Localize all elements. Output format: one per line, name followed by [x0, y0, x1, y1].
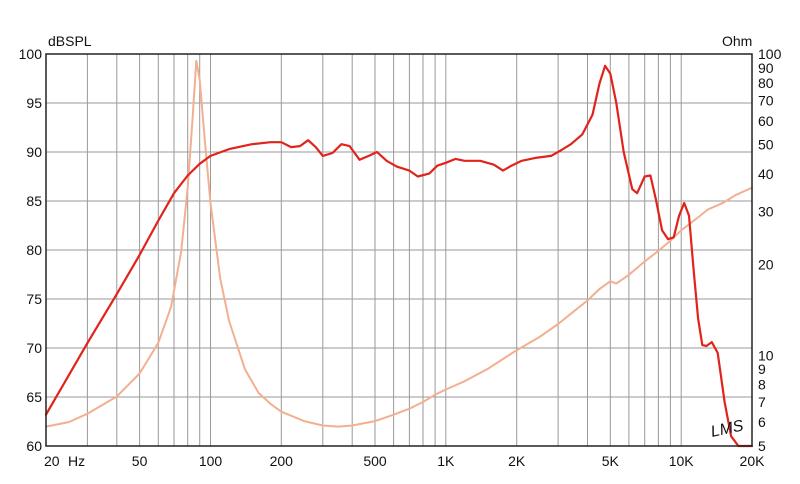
right-axis-label: Ohm — [722, 33, 752, 49]
series-layer — [44, 59, 754, 448]
right-tick-label: 8 — [758, 377, 766, 393]
plot-frame — [45, 53, 753, 447]
right-tick-label: 20 — [758, 257, 774, 273]
right-tick-label: 6 — [758, 414, 766, 430]
x-tick-label: 50 — [132, 453, 148, 469]
grid-lines — [46, 54, 752, 446]
right-tick-label: 50 — [758, 137, 774, 153]
left-tick-label: 75 — [26, 291, 42, 307]
x-tick-label: 1K — [437, 453, 455, 469]
lms-watermark: LMS — [709, 417, 745, 441]
right-tick-label: 40 — [758, 166, 774, 182]
right-tick-label: 60 — [758, 113, 774, 129]
right-tick-label: 5 — [758, 438, 766, 454]
x-tick-label: 500 — [363, 453, 387, 469]
left-axis-ticks: 60 65 70 75 80 85 90 95 100 — [19, 46, 43, 454]
impedance-curve — [45, 59, 753, 428]
x-tick-label: 200 — [270, 453, 294, 469]
left-axis-label: dBSPL — [48, 33, 92, 49]
right-tick-label: 70 — [758, 93, 774, 109]
left-tick-label: 65 — [26, 389, 42, 405]
x-tick-label: 5K — [602, 453, 620, 469]
right-tick-label: 10 — [758, 347, 774, 363]
x-axis-unit-label: Hz — [68, 453, 85, 469]
right-tick-label: 7 — [758, 394, 766, 410]
left-tick-label: 95 — [26, 95, 42, 111]
spl-curve — [44, 64, 754, 448]
left-tick-label: 85 — [26, 193, 42, 209]
x-tick-label: 20 — [44, 453, 60, 469]
x-tick-label: 100 — [199, 453, 223, 469]
left-tick-label: 60 — [26, 438, 42, 454]
left-tick-label: 100 — [19, 46, 43, 62]
x-tick-label: 10K — [669, 453, 695, 469]
x-axis-ticks: 20 50 100 200 500 1K 2K 5K 10K 20K — [44, 453, 765, 469]
right-tick-label: 90 — [758, 60, 774, 76]
right-tick-label: 30 — [758, 204, 774, 220]
right-tick-label: 100 — [758, 46, 782, 62]
x-tick-label: 2K — [508, 453, 526, 469]
right-tick-label: 80 — [758, 75, 774, 91]
left-tick-label: 80 — [26, 242, 42, 258]
left-tick-label: 90 — [26, 144, 42, 160]
left-tick-label: 70 — [26, 340, 42, 356]
x-tick-label: 20K — [740, 453, 766, 469]
right-tick-label: 9 — [758, 361, 766, 377]
